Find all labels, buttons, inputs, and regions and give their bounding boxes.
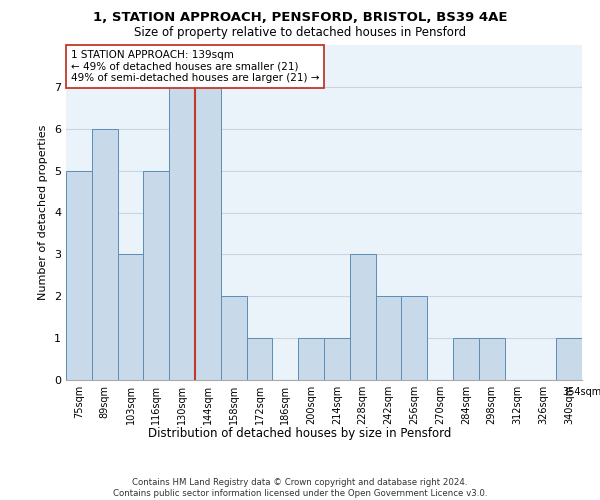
Bar [66,170,92,380]
Text: Distribution of detached houses by size in Pensford: Distribution of detached houses by size … [148,428,452,440]
Bar [350,254,376,380]
Bar [169,87,195,380]
Bar [195,87,221,380]
Text: 1 STATION APPROACH: 139sqm
← 49% of detached houses are smaller (21)
49% of semi: 1 STATION APPROACH: 139sqm ← 49% of deta… [71,50,320,83]
Bar [143,170,169,380]
Bar [221,296,247,380]
Bar [376,296,401,380]
Bar [298,338,324,380]
Text: Size of property relative to detached houses in Pensford: Size of property relative to detached ho… [134,26,466,39]
Bar [453,338,479,380]
Bar [324,338,350,380]
Text: Contains HM Land Registry data © Crown copyright and database right 2024.
Contai: Contains HM Land Registry data © Crown c… [113,478,487,498]
Text: 354sqm: 354sqm [562,387,600,397]
Bar [118,254,143,380]
Text: 1, STATION APPROACH, PENSFORD, BRISTOL, BS39 4AE: 1, STATION APPROACH, PENSFORD, BRISTOL, … [93,11,507,24]
Bar [92,128,118,380]
Bar [479,338,505,380]
Bar [556,338,582,380]
Bar [401,296,427,380]
Bar [247,338,272,380]
Y-axis label: Number of detached properties: Number of detached properties [38,125,49,300]
